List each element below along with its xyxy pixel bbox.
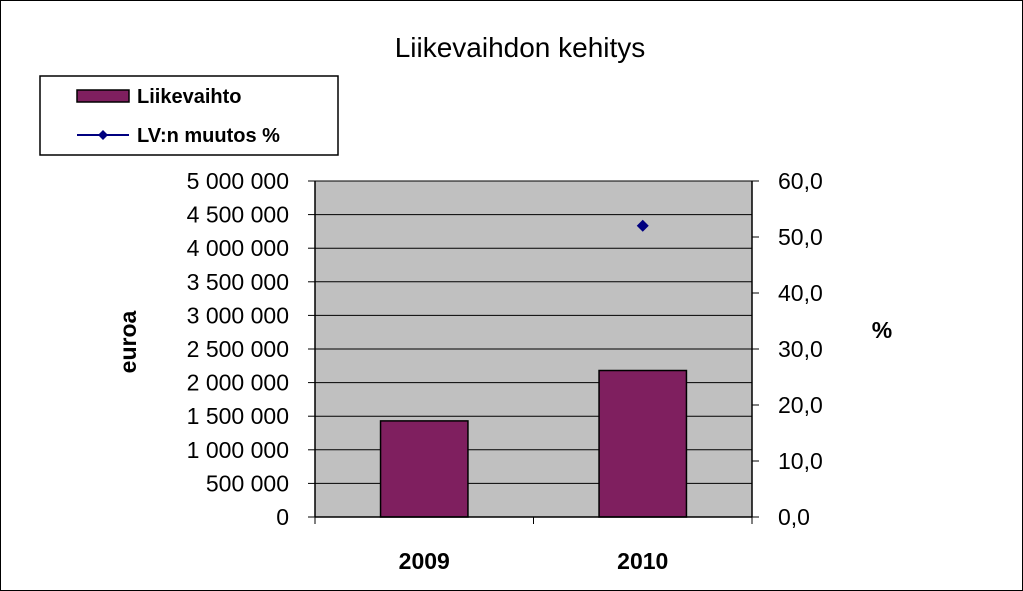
y-tick-label: 1 000 000: [187, 437, 289, 463]
markers: [636, 219, 649, 232]
y-tick-label: 3 500 000: [187, 269, 289, 295]
x-axis: 2009 2010: [314, 516, 753, 574]
chart-title: Liikevaihdon kehitys: [395, 32, 646, 63]
y2-tick-label: 20,0: [778, 392, 823, 418]
y2-tick-label: 0,0: [778, 504, 810, 530]
bar-2009: [379, 420, 469, 518]
x-tick-label: 2009: [399, 548, 450, 574]
y2-tick-label: 10,0: [778, 448, 823, 474]
y-tick-label: 5 000 000: [187, 168, 289, 194]
right-axis: 0,0 10,0 20,0 30,0 40,0 50,0 60,0: [751, 168, 823, 530]
legend-label-liikevaihto: Liikevaihto: [137, 86, 241, 108]
bar-2010: [598, 369, 688, 518]
legend-label-muutos: LV:n muutos %: [137, 125, 280, 147]
y2-tick-label: 50,0: [778, 224, 823, 250]
y-tick-label: 2 000 000: [187, 370, 289, 396]
y-tick-label: 4 000 000: [187, 235, 289, 261]
left-axis: 0 500 000 1 000 000 1 500 000 2 000 000 2 500…: [187, 168, 316, 530]
legend-box: [39, 75, 339, 156]
y2-tick-label: 60,0: [778, 168, 823, 194]
y-axis-title: euroa: [115, 310, 141, 373]
y-tick-label: 4 500 000: [187, 202, 289, 228]
y2-tick-label: 30,0: [778, 336, 823, 362]
y2-axis-title: %: [872, 317, 892, 343]
marker-muutos-2010: [636, 219, 649, 232]
y-tick-label: 1 500 000: [187, 403, 289, 429]
y-tick-label: 3 000 000: [187, 302, 289, 328]
x-tick-label: 2010: [617, 548, 668, 574]
y-tick-label: 2 500 000: [187, 336, 289, 362]
bars: [379, 369, 688, 518]
y-tick-label: 500 000: [206, 470, 289, 496]
legend-marker-muutos: [98, 130, 108, 140]
y-tick-label: 0: [276, 504, 289, 530]
legend: Liikevaihto LV:n muutos %: [39, 75, 339, 156]
y2-tick-label: 40,0: [778, 280, 823, 306]
legend-swatch-liikevaihto: [76, 89, 130, 103]
